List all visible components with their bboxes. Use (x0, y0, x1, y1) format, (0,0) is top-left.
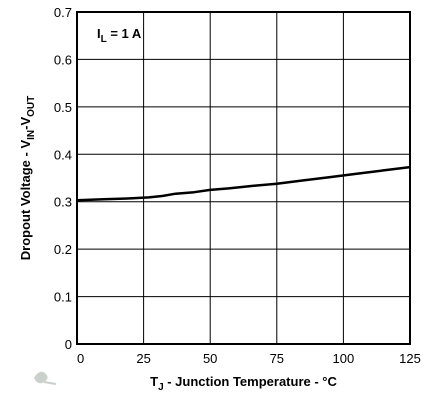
annotation-sub: L (101, 34, 107, 45)
y-tick-label: 0.2 (54, 242, 72, 257)
x-tick-label: 50 (203, 351, 217, 366)
y-tick-label: 0.5 (54, 100, 72, 115)
series-group (76, 165, 411, 202)
y-tick-label: 0.6 (54, 52, 72, 67)
x-tick-label: 25 (136, 351, 150, 366)
ylabel-sub2: OUT (26, 96, 37, 117)
xlabel-main: T (150, 374, 158, 389)
x-tick-label: 100 (333, 351, 355, 366)
ylabel-part2: -V (18, 117, 33, 130)
x-axis-title: TJ - Junction Temperature - °C (150, 374, 337, 393)
y-tick-label: 0 (65, 337, 72, 352)
dropout-voltage-line (76, 165, 411, 202)
y-axis-title: Dropout Voltage - VIN-VOUT (18, 96, 37, 260)
ylabel-part1: Dropout Voltage - V (18, 140, 33, 261)
y-tick-labels: 0 0.1 0.2 0.3 0.4 0.5 0.6 0.7 (54, 5, 72, 352)
ylabel-sub1: IN (26, 130, 37, 140)
x-tick-label: 75 (270, 351, 284, 366)
y-tick-label: 0.1 (54, 290, 72, 305)
x-tick-label: 0 (77, 351, 84, 366)
xlabel-rest: - Junction Temperature - °C (164, 374, 338, 389)
y-tick-label: 0.7 (54, 5, 72, 20)
annotation-rest: = 1 A (107, 26, 142, 41)
y-tick-label: 0.4 (54, 147, 72, 162)
plot-frame (76, 11, 411, 345)
x-tick-label: 125 (399, 351, 421, 366)
watermark-logo-icon (34, 371, 57, 385)
annotation-main: I (97, 26, 101, 41)
y-tick-label: 0.3 (54, 195, 72, 210)
xlabel-sub: J (158, 382, 164, 393)
load-current-annotation: IL = 1 A (97, 26, 142, 45)
x-tick-labels: 0 25 50 75 100 125 (77, 351, 421, 366)
grid (76, 11, 411, 345)
